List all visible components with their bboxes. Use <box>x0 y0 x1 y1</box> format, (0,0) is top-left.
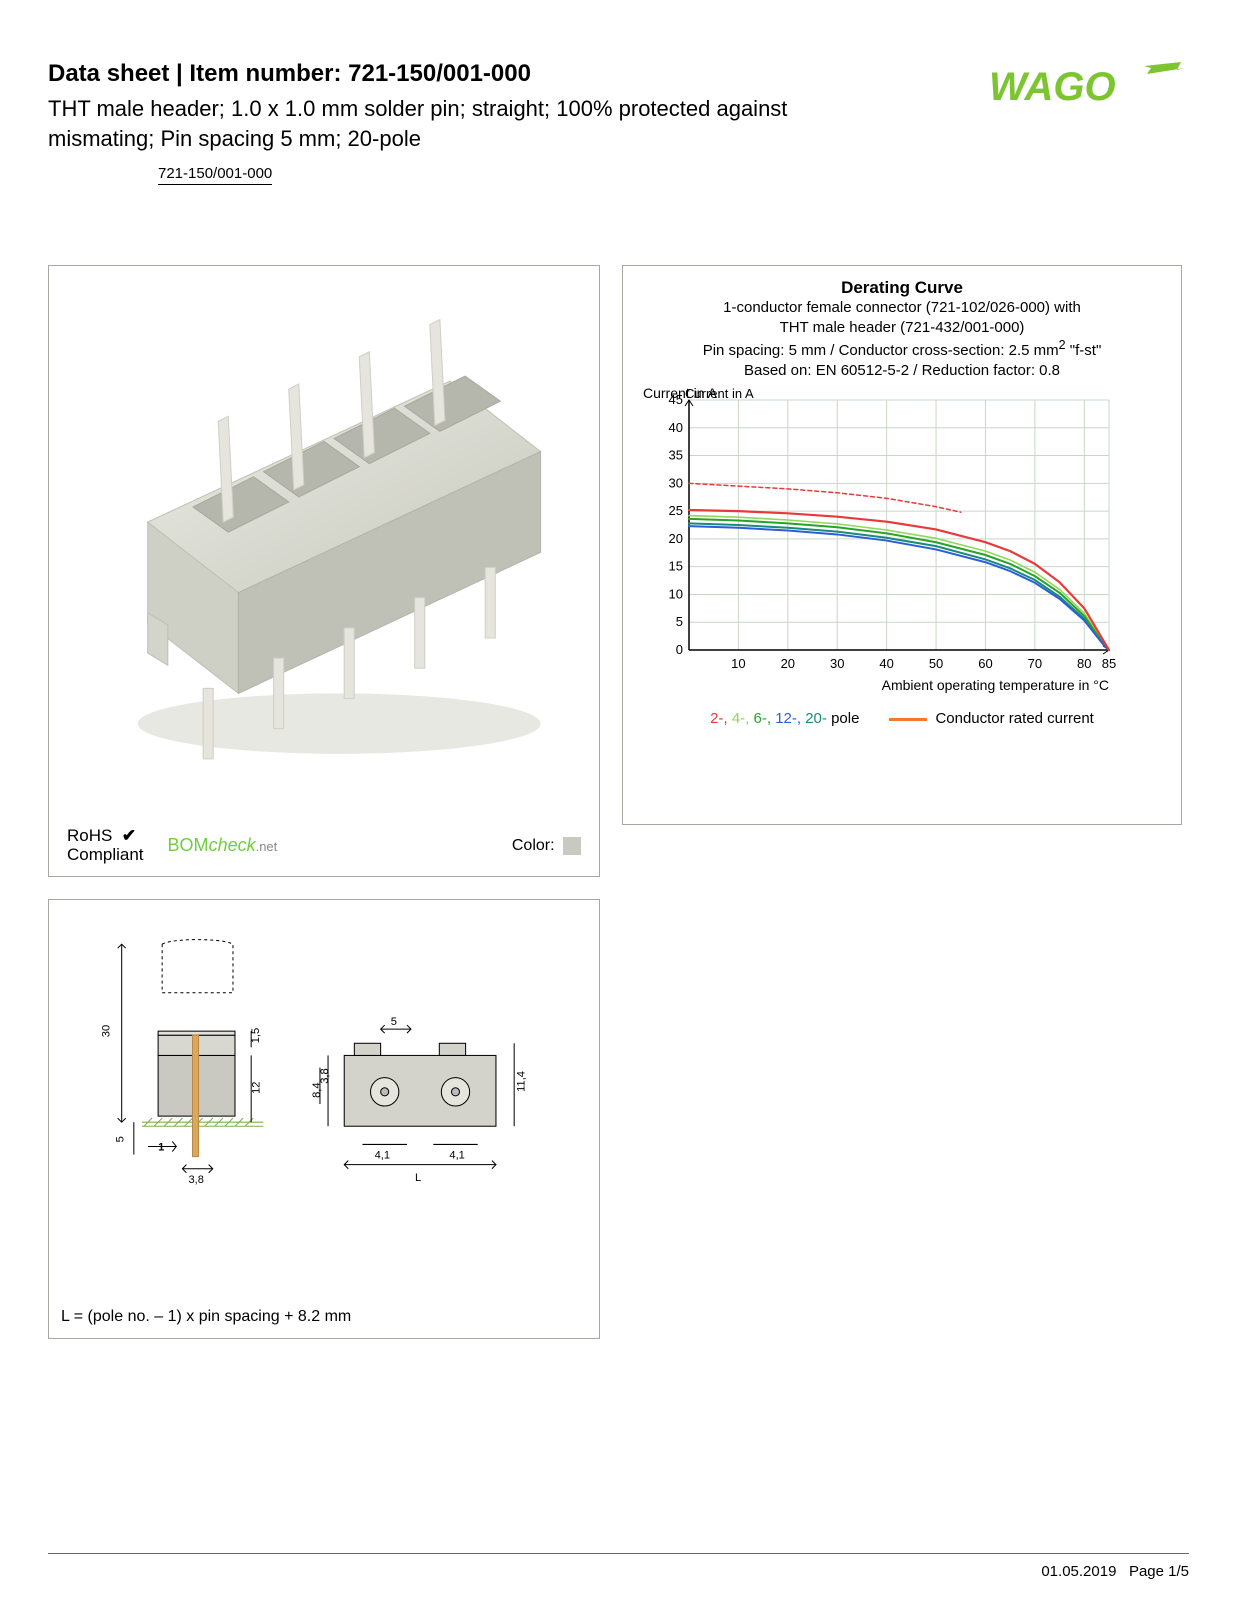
svg-text:70: 70 <box>1028 656 1042 671</box>
title: Data sheet | Item number: 721-150/001-00… <box>48 60 989 88</box>
header: Data sheet | Item number: 721-150/001-00… <box>48 60 1189 185</box>
dim-8-4: 8,4 <box>311 1083 323 1098</box>
svg-text:40: 40 <box>669 420 683 435</box>
footer-rule <box>48 1553 1189 1554</box>
footer: 01.05.2019 Page 1/5 <box>1041 1563 1189 1580</box>
product-image <box>57 274 591 821</box>
svg-text:30: 30 <box>830 656 844 671</box>
svg-text:25: 25 <box>669 503 683 518</box>
svg-text:80: 80 <box>1077 656 1091 671</box>
color-swatch <box>563 837 581 855</box>
dim-12: 12 <box>250 1082 262 1094</box>
dim-4-1a: 4,1 <box>375 1150 390 1162</box>
rohs-line2: Compliant <box>67 845 144 864</box>
dim-L: L <box>415 1172 421 1184</box>
dim-4-1b: 4,1 <box>449 1150 464 1162</box>
check-icon: ✔ <box>122 826 136 845</box>
svg-text:45: 45 <box>669 392 683 407</box>
dim-3-8: 3,8 <box>188 1174 203 1186</box>
item-number-link[interactable]: 721-150/001-000 <box>158 165 272 185</box>
footer-page: Page 1/5 <box>1129 1563 1189 1580</box>
dim-top5: 5 <box>391 1016 397 1028</box>
svg-text:10: 10 <box>669 587 683 602</box>
footer-date: 01.05.2019 <box>1041 1563 1116 1580</box>
chart-sub1: 1-conductor female connector (721-102/02… <box>633 298 1171 318</box>
svg-text:30: 30 <box>669 476 683 491</box>
svg-text:85: 85 <box>1102 656 1116 671</box>
svg-text:Ambient operating temperature: Ambient operating temperature in °C <box>882 677 1109 693</box>
wago-logo: WAGO <box>989 60 1189 115</box>
legend-line-icon <box>889 718 927 721</box>
svg-text:20: 20 <box>781 656 795 671</box>
dim-11-4: 11,4 <box>515 1071 527 1092</box>
rohs-badge: RoHS ✔ Compliant <box>67 827 144 864</box>
legend-poles: 2-, 4-, 6-, 12-, 20- pole <box>710 710 859 727</box>
svg-text:WAGO: WAGO <box>989 65 1116 109</box>
product-panel: RoHS ✔ Compliant BOMcheck.net Color: <box>48 265 600 877</box>
rohs-line1: RoHS <box>67 826 112 845</box>
legend-conductor: Conductor rated current <box>889 710 1093 727</box>
chart-sub3: Pin spacing: 5 mm / Conductor cross-sect… <box>633 337 1171 361</box>
dim-5: 5 <box>115 1137 127 1143</box>
chart-sub2: THT male header (721-432/001-000) <box>633 318 1171 338</box>
drawing-panel: 30 1,5 12 5 1 3,8 5 8,4 3,8 11,4 4,1 4,1… <box>48 899 600 1339</box>
technical-drawing: 30 1,5 12 5 1 3,8 5 8,4 3,8 11,4 4,1 4,1… <box>61 912 587 1300</box>
svg-text:40: 40 <box>879 656 893 671</box>
svg-text:35: 35 <box>669 448 683 463</box>
svg-text:50: 50 <box>929 656 943 671</box>
title-prefix: Data sheet | Item number: <box>48 60 348 87</box>
drawing-note: L = (pole no. – 1) x pin spacing + 8.2 m… <box>61 1308 587 1326</box>
svg-text:10: 10 <box>731 656 745 671</box>
svg-text:1: 1 <box>158 1142 164 1154</box>
subtitle: THT male header; 1.0 x 1.0 mm solder pin… <box>48 94 868 153</box>
chart-panel: Derating Curve 1-conductor female connec… <box>622 265 1182 825</box>
title-item: 721-150/001-000 <box>348 60 531 87</box>
bomcheck-logo: BOMcheck.net <box>168 835 278 856</box>
dim-3-8b: 3,8 <box>319 1069 331 1084</box>
chart-sub4: Based on: EN 60512-5-2 / Reduction facto… <box>633 361 1171 381</box>
chart-title: Derating Curve <box>633 278 1171 298</box>
svg-text:15: 15 <box>669 559 683 574</box>
derating-chart: Current in ACurrent in A0510152025303540… <box>637 386 1167 696</box>
product-footer: RoHS ✔ Compliant BOMcheck.net Color: <box>57 821 591 868</box>
svg-text:20: 20 <box>669 531 683 546</box>
chart-legend: 2-, 4-, 6-, 12-, 20- pole Conductor rate… <box>633 710 1171 727</box>
svg-text:5: 5 <box>676 615 683 630</box>
svg-text:0: 0 <box>676 642 683 657</box>
color-label: Color: <box>512 837 581 855</box>
dim-1-5: 1,5 <box>250 1028 262 1043</box>
dim-30: 30 <box>101 1025 113 1037</box>
svg-text:60: 60 <box>978 656 992 671</box>
